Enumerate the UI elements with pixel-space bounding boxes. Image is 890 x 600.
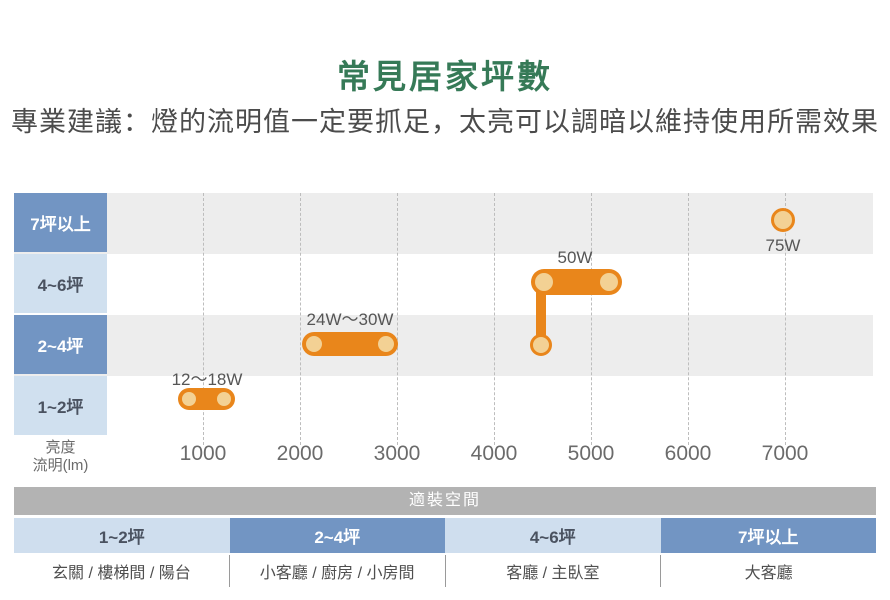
watt-label-2-4ping: 24W～30W <box>306 310 394 329</box>
y-label-text: 1~2坪 <box>37 398 84 417</box>
watt-label-7ping-plus: 75W <box>765 236 801 255</box>
range-bar-4-6ping <box>531 269 622 295</box>
table-size-cell-1-2ping: 1~2坪 <box>14 518 230 553</box>
connector-endpoint-dot <box>530 334 552 356</box>
gridline-3000 <box>397 193 398 445</box>
gridline-6000 <box>688 193 689 445</box>
x-tick-1000: 1000 <box>179 442 227 465</box>
gridline-5000 <box>591 193 592 445</box>
range-endpoint-dot <box>217 392 231 406</box>
range-endpoint-dot <box>378 336 394 352</box>
table-size-row: 1~2坪 2~4坪 4~6坪 7坪以上 <box>14 518 876 553</box>
y-label-text: 4~6坪 <box>37 276 84 295</box>
gridline-1000 <box>203 193 204 445</box>
row-band-4-6ping <box>14 254 873 315</box>
data-point-7ping-plus <box>771 208 795 232</box>
table-space-cell-1-2ping: 玄關 / 樓梯間 / 陽台 <box>14 555 229 587</box>
x-tick-2000: 2000 <box>276 442 324 465</box>
table-space-cell-4-6ping: 客廳 / 主臥室 <box>444 555 661 587</box>
range-endpoint-dot <box>182 392 196 406</box>
range-endpoint-dot <box>535 273 553 291</box>
connector-bar-50w <box>536 280 546 343</box>
y-label-2-4ping: 2~4坪 <box>14 315 107 374</box>
gridline-7000 <box>785 193 786 445</box>
gridline-4000 <box>494 193 495 445</box>
x-tick-5000: 5000 <box>567 442 615 465</box>
range-endpoint-dot <box>600 273 618 291</box>
watt-label-1-2ping: 12～18W <box>171 370 243 389</box>
table-size-cell-7ping-plus: 7坪以上 <box>660 518 876 553</box>
x-axis-title-line1: 亮度 <box>45 439 76 456</box>
range-bar-2-4ping <box>302 332 398 356</box>
range-bar-1-2ping <box>178 388 235 410</box>
lumen-chart: 7坪以上 4~6坪 2~4坪 1~2坪 12～18W 24W～30W 50W <box>14 193 876 445</box>
table-space-row: 玄關 / 樓梯間 / 陽台 小客廳 / 廚房 / 小房間 客廳 / 主臥室 大客… <box>14 555 876 587</box>
row-band-1-2ping <box>14 376 873 437</box>
y-label-text: 2~4坪 <box>37 337 84 356</box>
x-tick-6000: 6000 <box>664 442 712 465</box>
y-label-1-2ping: 1~2坪 <box>14 376 107 435</box>
row-band-7ping-plus <box>14 193 873 254</box>
subtitle: 專業建議：燈的流明值一定要抓足，太亮可以調暗以維持使用所需效果 <box>11 107 879 137</box>
table-space-cell-2-4ping: 小客廳 / 廚房 / 小房間 <box>228 555 445 587</box>
page-title: 常見居家坪數 <box>337 58 553 95</box>
table-size-cell-4-6ping: 4~6坪 <box>445 518 661 553</box>
x-axis-title: 亮度 流明(lm) <box>14 439 107 475</box>
range-endpoint-dot <box>306 336 322 352</box>
x-tick-4000: 4000 <box>470 442 518 465</box>
table-size-cell-2-4ping: 2~4坪 <box>229 518 445 553</box>
y-label-4-6ping: 4~6坪 <box>14 254 107 313</box>
watt-label-4-6ping: 50W <box>557 248 593 267</box>
table-header: 適裝空間 <box>14 487 876 515</box>
gridline-2000 <box>300 193 301 445</box>
table-space-cell-7ping-plus: 大客廳 <box>660 555 876 587</box>
y-label-text: 7坪以上 <box>30 215 91 234</box>
x-axis-title-line2: 流明(lm) <box>32 457 89 474</box>
x-tick-3000: 3000 <box>373 442 421 465</box>
row-band-2-4ping <box>14 315 873 376</box>
x-tick-7000: 7000 <box>761 442 809 465</box>
y-label-7ping-plus: 7坪以上 <box>14 193 107 252</box>
